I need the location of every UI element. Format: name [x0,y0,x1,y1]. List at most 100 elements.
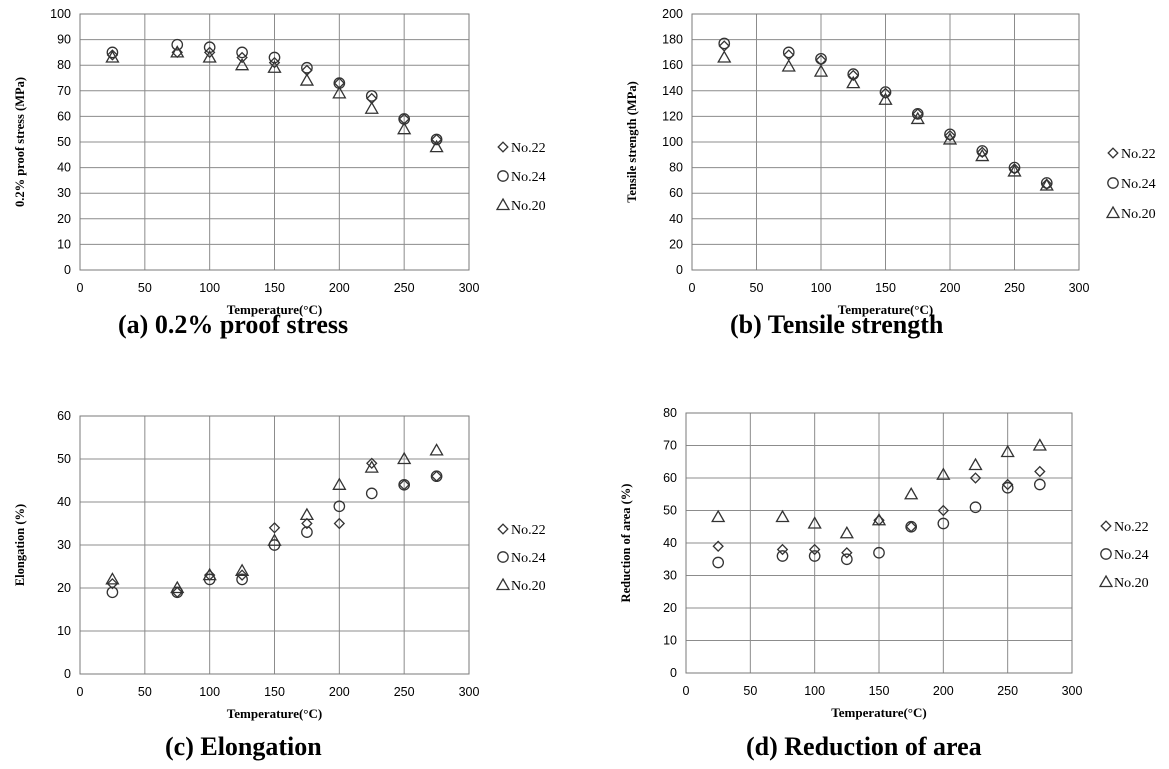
data-point [106,586,119,599]
legend-label: No.24 [511,551,546,566]
y-tick-label: 50 [663,504,677,518]
data-point [718,40,730,52]
data-point [106,49,119,61]
legend-marker [1107,147,1119,159]
data-point [430,470,443,483]
data-point [910,111,925,125]
data-point [234,57,250,71]
y-tick-label: 180 [662,33,683,47]
data-point [808,550,821,562]
data-point [781,59,796,72]
y-tick-label: 10 [57,237,71,251]
y-tick-label: 10 [57,624,71,638]
legend-marker [1098,574,1114,588]
x-tick-label: 150 [869,684,890,698]
data-point [365,487,378,500]
y-tick-label: 60 [669,186,683,200]
data-point [841,547,853,559]
data-point [813,64,829,77]
data-point [430,133,443,146]
y-tick-label: 0 [64,263,71,277]
x-tick-label: 50 [138,281,152,295]
data-point [202,567,217,581]
data-point [1008,163,1021,175]
y-axis-label: Tensile strength (MPa) [625,81,639,203]
y-tick-label: 70 [57,84,71,98]
y-tick-label: 140 [662,84,683,98]
panel-reduction-of-area: 0 10 20 30 40 50 60 70 80 0 50 100 150 200 250 300 Tempe… [619,406,1149,720]
legend-label: No.22 [511,523,546,538]
x-tick-label: 250 [394,685,415,699]
plot-area [691,13,1080,271]
y-tick-label: 40 [57,161,71,175]
y-tick-label: 40 [663,536,677,550]
legend-label: No.24 [1121,177,1156,192]
data-point [397,121,412,135]
y-tick-label: 70 [663,439,677,453]
x-tick-label: 0 [689,281,696,295]
x-tick-label: 200 [329,281,350,295]
data-point [170,45,185,58]
data-point [106,577,119,590]
x-axis-label: Temperature(°C) [838,302,933,317]
data-point [976,145,989,157]
y-tick-label: 20 [663,601,677,615]
y-tick-label: 80 [57,58,71,72]
data-point [711,509,726,523]
y-tick-label: 20 [57,581,71,595]
x-tick-label: 200 [940,281,961,295]
x-axis-label: Temperature(°C) [831,705,926,720]
series-no24 [106,470,443,599]
x-tick-label: 150 [875,281,896,295]
data-point [936,467,951,480]
series-no20 [105,443,444,594]
panel-elongation: 0 10 20 30 40 50 60 0 50 100 150 200 250 300 Temperatu… [13,409,546,721]
legend: No.22 No.24 No.20 [495,523,546,594]
x-tick-label: 100 [804,684,825,698]
data-point [267,60,282,73]
data-point [301,517,313,530]
y-tick-label: 20 [57,212,71,226]
data-point [944,129,956,142]
data-point [1033,478,1046,491]
x-tick-label: 50 [138,685,152,699]
data-point [847,69,859,82]
data-point [847,68,860,81]
y-tick-label: 160 [662,58,683,72]
y-tick-label: 50 [57,135,71,149]
series-no24 [712,478,1046,569]
data-point [301,526,313,538]
y-tick-label: 30 [57,186,71,200]
data-point [268,522,281,534]
x-axis-label: Temperature(°C) [227,706,322,721]
x-tick-label: 100 [199,281,220,295]
y-tick-label: 100 [50,7,71,21]
y-tick-label: 10 [663,634,677,648]
x-tick-label: 300 [1069,281,1090,295]
legend-marker [497,141,509,153]
x-tick-label: 300 [459,685,480,699]
data-point [904,486,919,500]
data-point [815,52,827,65]
legend-marker [497,551,509,563]
data-point [1034,465,1046,478]
data-point [975,148,990,162]
data-point [1040,177,1053,189]
y-tick-label: 0 [64,667,71,681]
x-tick-label: 0 [77,281,84,295]
legend: No.22 No.24 No.20 [1098,520,1149,591]
x-tick-label: 100 [811,281,832,295]
data-point [879,87,892,100]
data-point [105,50,120,63]
y-tick-label: 80 [663,406,677,420]
data-point [968,457,983,471]
legend-label: No.20 [511,579,546,594]
data-point [712,556,725,569]
data-point [429,443,444,456]
data-point [1032,438,1047,451]
data-point [366,457,378,470]
x-tick-label: 200 [329,685,350,699]
data-point [775,509,790,523]
data-point [937,517,950,530]
